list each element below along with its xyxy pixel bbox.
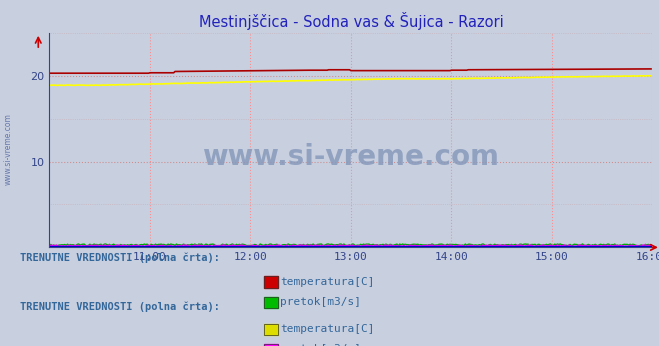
Text: www.si-vreme.com: www.si-vreme.com bbox=[3, 113, 13, 185]
Text: www.si-vreme.com: www.si-vreme.com bbox=[202, 143, 500, 171]
Title: Mestinjščica - Sodna vas & Šujica - Razori: Mestinjščica - Sodna vas & Šujica - Razo… bbox=[198, 12, 503, 30]
Text: temperatura[C]: temperatura[C] bbox=[280, 277, 374, 287]
Text: TRENUTNE VREDNOSTI (polna črta):: TRENUTNE VREDNOSTI (polna črta): bbox=[20, 301, 219, 312]
Text: TRENUTNE VREDNOSTI (polna črta):: TRENUTNE VREDNOSTI (polna črta): bbox=[20, 253, 219, 263]
Text: pretok[m3/s]: pretok[m3/s] bbox=[280, 297, 361, 307]
Text: temperatura[C]: temperatura[C] bbox=[280, 325, 374, 334]
Text: pretok[m3/s]: pretok[m3/s] bbox=[280, 345, 361, 346]
